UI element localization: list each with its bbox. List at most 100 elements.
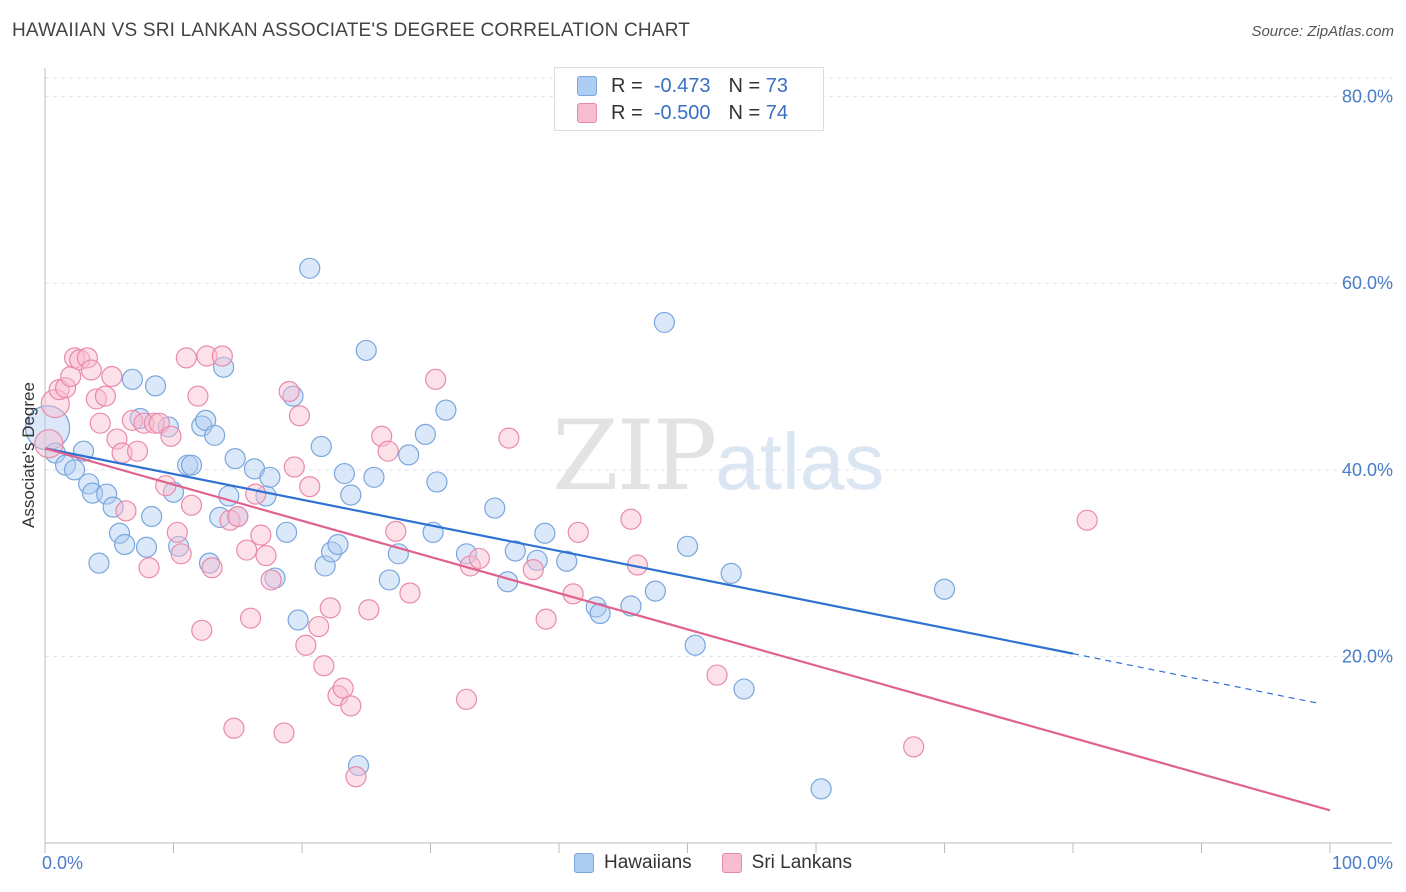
data-point-srilankans: [332, 677, 354, 699]
data-point-hawaiians: [114, 533, 136, 556]
y-tick-label: 80.0%: [1342, 87, 1393, 107]
data-point-srilankans: [126, 440, 149, 462]
hawaiians-swatch: [574, 853, 594, 873]
data-point-hawaiians: [213, 356, 235, 378]
data-point-hawaiians: [224, 448, 246, 470]
data-point-hawaiians: [644, 580, 666, 602]
data-point-srilankans: [498, 427, 520, 449]
data-point-srilankans: [299, 476, 321, 498]
data-point-hawaiians: [684, 634, 706, 656]
data-point-srilankans: [85, 388, 108, 410]
y-tick-label: 40.0%: [1342, 460, 1393, 480]
gridlines: [45, 77, 1392, 657]
trend-lines: [44, 447, 1331, 812]
data-point-hawaiians: [310, 435, 332, 458]
legend-item-hawaiians[interactable]: Hawaiians: [574, 852, 692, 874]
data-point-hawaiians: [299, 257, 321, 279]
data-point-srilankans: [255, 545, 277, 567]
data-point-hawaiians: [810, 778, 832, 800]
data-point-hawaiians: [259, 466, 281, 488]
data-point-srilankans: [399, 582, 421, 604]
data-point-srilankans: [34, 429, 64, 459]
srilankans-swatch: [577, 103, 597, 123]
data-point-hawaiians: [933, 578, 956, 600]
trend-line-hawaiians-extension: [1072, 653, 1318, 704]
data-point-srilankans: [211, 345, 233, 367]
r-value: -0.500: [653, 101, 711, 124]
data-point-srilankans: [535, 608, 557, 630]
data-point-srilankans: [101, 365, 123, 388]
data-point-hawaiians: [108, 522, 131, 544]
data-point-srilankans: [706, 664, 728, 686]
data-point-hawaiians: [135, 536, 158, 558]
data-point-srilankans: [143, 412, 165, 434]
data-point-hawaiians: [264, 567, 286, 589]
srilankans-swatch: [721, 853, 742, 873]
data-point-srilankans: [468, 547, 490, 570]
data-point-srilankans: [227, 505, 249, 528]
trend-line-hawaiians: [44, 447, 1074, 655]
data-point-srilankans: [620, 508, 642, 530]
data-point-srilankans: [288, 405, 311, 427]
data-point-srilankans: [80, 359, 102, 381]
data-point-hawaiians: [333, 462, 356, 485]
data-point-srilankans: [223, 717, 245, 739]
y-tick-label: 60.0%: [1342, 273, 1393, 293]
data-point-srilankans: [245, 483, 267, 505]
data-point-hawaiians: [363, 466, 385, 488]
data-point-srilankans: [196, 345, 218, 367]
r-label: R =: [611, 101, 643, 124]
data-point-hawaiians: [378, 569, 400, 591]
watermark-zip: ZIP: [552, 400, 717, 512]
n-label: N =: [728, 74, 761, 97]
data-point-srilankans: [313, 655, 335, 677]
data-point-srilankans: [455, 688, 478, 710]
data-point-srilankans: [240, 607, 262, 629]
data-point-srilankans: [166, 521, 188, 543]
data-point-srilankans: [308, 615, 330, 638]
data-point-hawaiians: [504, 540, 526, 562]
data-point-srilankans: [155, 475, 177, 497]
data-point-srilankans: [201, 557, 223, 579]
data-point-hawaiians: [355, 339, 377, 362]
data-point-srilankans: [76, 347, 99, 369]
hawaiians-swatch: [577, 76, 597, 96]
data-point-srilankans: [295, 634, 317, 656]
data-point-hawaiians: [141, 505, 163, 528]
y-axis-label: Associate's Degree: [19, 382, 38, 528]
data-point-hawaiians: [398, 444, 420, 466]
data-point-hawaiians: [676, 535, 699, 557]
data-point-srilankans: [106, 428, 128, 450]
series-legend: Hawaiians Sri Lankans: [574, 852, 882, 874]
legend-label: Sri Lankans: [751, 852, 852, 873]
data-point-srilankans: [1076, 509, 1098, 531]
correlation-legend: R = -0.473 N = 73 R = -0.500 N = 74: [554, 67, 824, 131]
data-point-hawaiians: [435, 399, 457, 421]
data-point-srilankans: [187, 385, 209, 407]
data-point-srilankans: [170, 543, 192, 565]
data-point-srilankans: [94, 385, 116, 407]
data-point-srilankans: [180, 494, 203, 516]
data-point-srilankans: [115, 500, 137, 522]
data-point-hawaiians: [426, 471, 448, 493]
data-point-hawaiians: [314, 555, 336, 577]
data-point-hawaiians: [204, 424, 226, 446]
data-point-srilankans: [278, 380, 300, 403]
data-point-srilankans: [567, 521, 589, 543]
series-srilankans: [34, 345, 1098, 788]
data-point-hawaiians: [556, 550, 578, 572]
data-point-srilankans: [250, 524, 272, 546]
n-label: N =: [728, 101, 761, 124]
series-hawaiians: [24, 257, 956, 800]
legend-row-hawaiians: R = -0.473 N = 73: [577, 74, 788, 98]
legend-item-srilankans[interactable]: Sri Lankans: [721, 852, 852, 874]
data-point-hawaiians: [102, 496, 124, 518]
source-credit: Source: ZipAtlas.com: [1251, 23, 1394, 40]
data-point-srilankans: [319, 597, 341, 619]
x-tick-label: 100.0%: [1332, 853, 1393, 873]
data-point-hawaiians: [63, 459, 86, 481]
watermark-atlas: atlas: [715, 417, 885, 506]
data-point-srilankans: [138, 557, 160, 579]
data-point-srilankans: [358, 599, 380, 621]
data-point-srilankans: [160, 425, 182, 447]
